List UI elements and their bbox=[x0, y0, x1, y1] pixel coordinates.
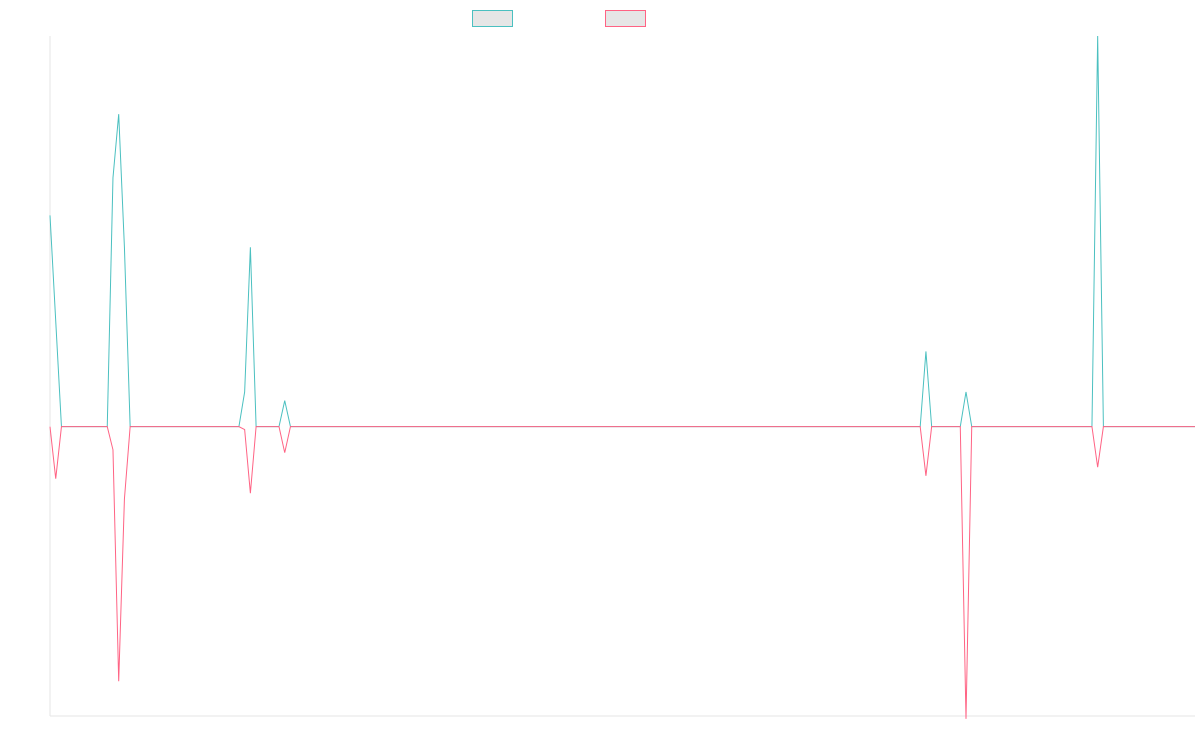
series-line-1 bbox=[49, 35, 1195, 428]
series-line-2 bbox=[49, 426, 1195, 719]
legend-item-1[interactable] bbox=[472, 10, 513, 27]
legend-swatch-2 bbox=[605, 10, 646, 27]
legend-item-2[interactable] bbox=[605, 10, 646, 27]
legend-swatch-1 bbox=[472, 10, 513, 27]
